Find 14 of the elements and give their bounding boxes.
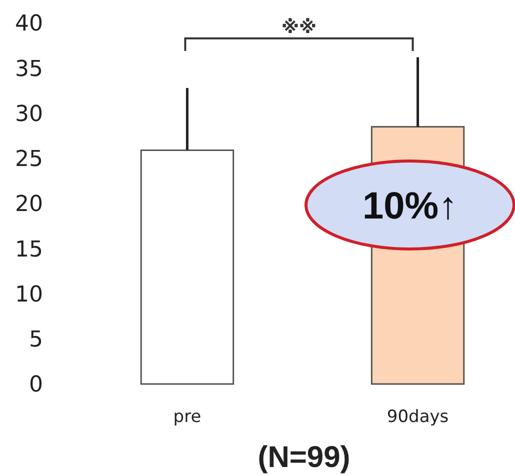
y-tick-label: 15 xyxy=(15,237,43,262)
y-tick-label: 10 xyxy=(15,282,43,308)
y-tick-label: 20 xyxy=(15,192,43,218)
y-tick-label: 25 xyxy=(15,147,43,172)
x-tick-label: pre xyxy=(173,407,202,427)
y-tick-label: 35 xyxy=(15,56,43,82)
annotation: ※※ xyxy=(282,16,316,38)
y-tick-label: 5 xyxy=(29,328,43,353)
x-tick-label: 90days xyxy=(386,407,449,427)
x-axis-title: (N=99) xyxy=(258,441,350,474)
y-tick-label: 40 xyxy=(15,12,43,37)
annotation: 10%↑ xyxy=(362,186,458,228)
y-tick-label: 0 xyxy=(29,372,43,398)
y-tick-label: 30 xyxy=(15,102,43,127)
